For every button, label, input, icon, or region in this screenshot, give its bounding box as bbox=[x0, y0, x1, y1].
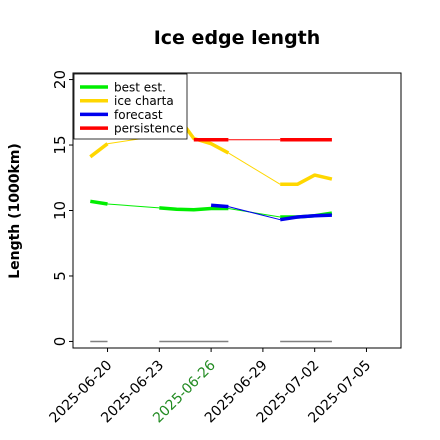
legend-label: ice charta bbox=[114, 94, 174, 108]
legend-label: persistence bbox=[114, 122, 183, 136]
y-tick-label: 5 bbox=[51, 271, 69, 281]
legend-label: forecast bbox=[114, 108, 163, 122]
series-line bbox=[210, 203, 229, 209]
series-line bbox=[228, 206, 281, 221]
series-line bbox=[279, 213, 332, 222]
series-line bbox=[107, 203, 160, 209]
plot-frame bbox=[72, 72, 402, 349]
y-tick-label: 0 bbox=[51, 337, 69, 347]
y-tick-label: 20 bbox=[51, 70, 69, 89]
legend-label: best est. bbox=[114, 81, 166, 95]
chart-title: Ice edge length bbox=[154, 27, 321, 49]
x-ticks: 2025-06-202025-06-232025-06-262025-06-29… bbox=[47, 348, 374, 426]
series-line bbox=[228, 152, 281, 185]
plot-area bbox=[89, 113, 333, 343]
y-ticks: 0 5 10 15 20 bbox=[51, 70, 73, 346]
series-line bbox=[89, 142, 109, 159]
series-line bbox=[90, 199, 108, 206]
y-axis-label: Length (1000km) bbox=[7, 143, 23, 279]
y-tick-label: 10 bbox=[51, 201, 69, 220]
series-line bbox=[280, 173, 333, 187]
y-tick-label: 15 bbox=[51, 135, 69, 154]
series-line bbox=[159, 206, 229, 212]
